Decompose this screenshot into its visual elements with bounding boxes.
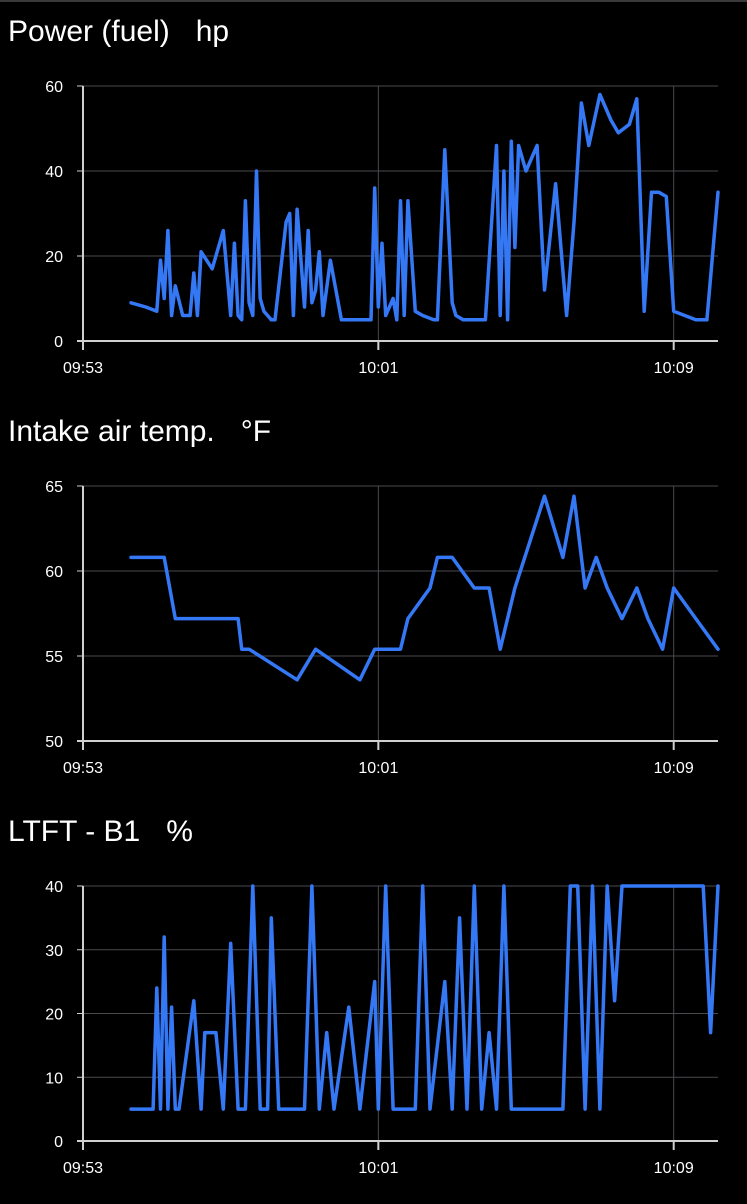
window-top-border xyxy=(0,0,747,2)
y-tick-label: 55 xyxy=(45,649,63,666)
power-fuel-chart: 0 20 40 60 09:53 10:01 10:09 xyxy=(45,79,720,377)
series-line xyxy=(129,494,720,682)
y-tick-label: 10 xyxy=(45,1070,63,1087)
chart-title: LTFT - B1% xyxy=(8,814,193,850)
chart-title-text: LTFT - B1 xyxy=(8,815,141,848)
y-tick-label: 20 xyxy=(45,249,63,266)
y-tick-label: 65 xyxy=(45,479,63,496)
y-tick-label: 0 xyxy=(54,1134,63,1151)
y-tick-label: 40 xyxy=(45,164,63,181)
x-tick-label: 09:53 xyxy=(63,1160,103,1177)
y-tick-label: 20 xyxy=(45,1007,63,1024)
chart-panel-ltft-b1: LTFT - B1% 0 10 20 30 40 09:53 10:01 10:09 xyxy=(0,800,747,1200)
x-tick-label: 10:01 xyxy=(358,360,398,377)
chart-title: Intake air temp. °F xyxy=(8,414,271,450)
y-tick-label: 30 xyxy=(45,943,63,960)
series-line xyxy=(129,884,720,1111)
y-tick-label: 40 xyxy=(45,879,63,896)
x-tick-label: 09:53 xyxy=(63,360,103,377)
x-tick-label: 10:01 xyxy=(358,1160,398,1177)
chart-unit: % xyxy=(166,815,193,848)
x-tick-label: 10:09 xyxy=(654,1160,694,1177)
chart-title-text: Intake air temp. xyxy=(8,415,215,448)
x-tick-label: 10:09 xyxy=(654,760,694,777)
chart-panel-intake-air-temp: Intake air temp. °F 50 55 60 65 09:53 10:01 10:… xyxy=(0,400,747,800)
intake-air-temp-chart: 50 55 60 65 09:53 10:01 10:09 xyxy=(45,479,720,777)
x-tick-label: 10:01 xyxy=(358,760,398,777)
chart-unit: hp xyxy=(195,15,230,48)
x-tick-label: 10:09 xyxy=(654,360,694,377)
chart-title-text: Power (fuel) xyxy=(8,15,170,48)
ltft-b1-chart: 0 10 20 30 40 09:53 10:01 10:09 xyxy=(45,879,720,1177)
y-tick-label: 50 xyxy=(45,734,63,751)
y-tick-label: 60 xyxy=(45,79,63,96)
chart-title: Power (fuel) hp xyxy=(8,14,229,50)
y-tick-label: 0 xyxy=(54,334,63,351)
y-tick-label: 60 xyxy=(45,564,63,581)
chart-panel-power-fuel: Power (fuel) hp 0 20 40 60 09:53 10:01 10:09 xyxy=(0,0,747,400)
x-tick-label: 09:53 xyxy=(63,760,103,777)
chart-unit: °F xyxy=(240,415,272,448)
series-line xyxy=(129,92,720,322)
